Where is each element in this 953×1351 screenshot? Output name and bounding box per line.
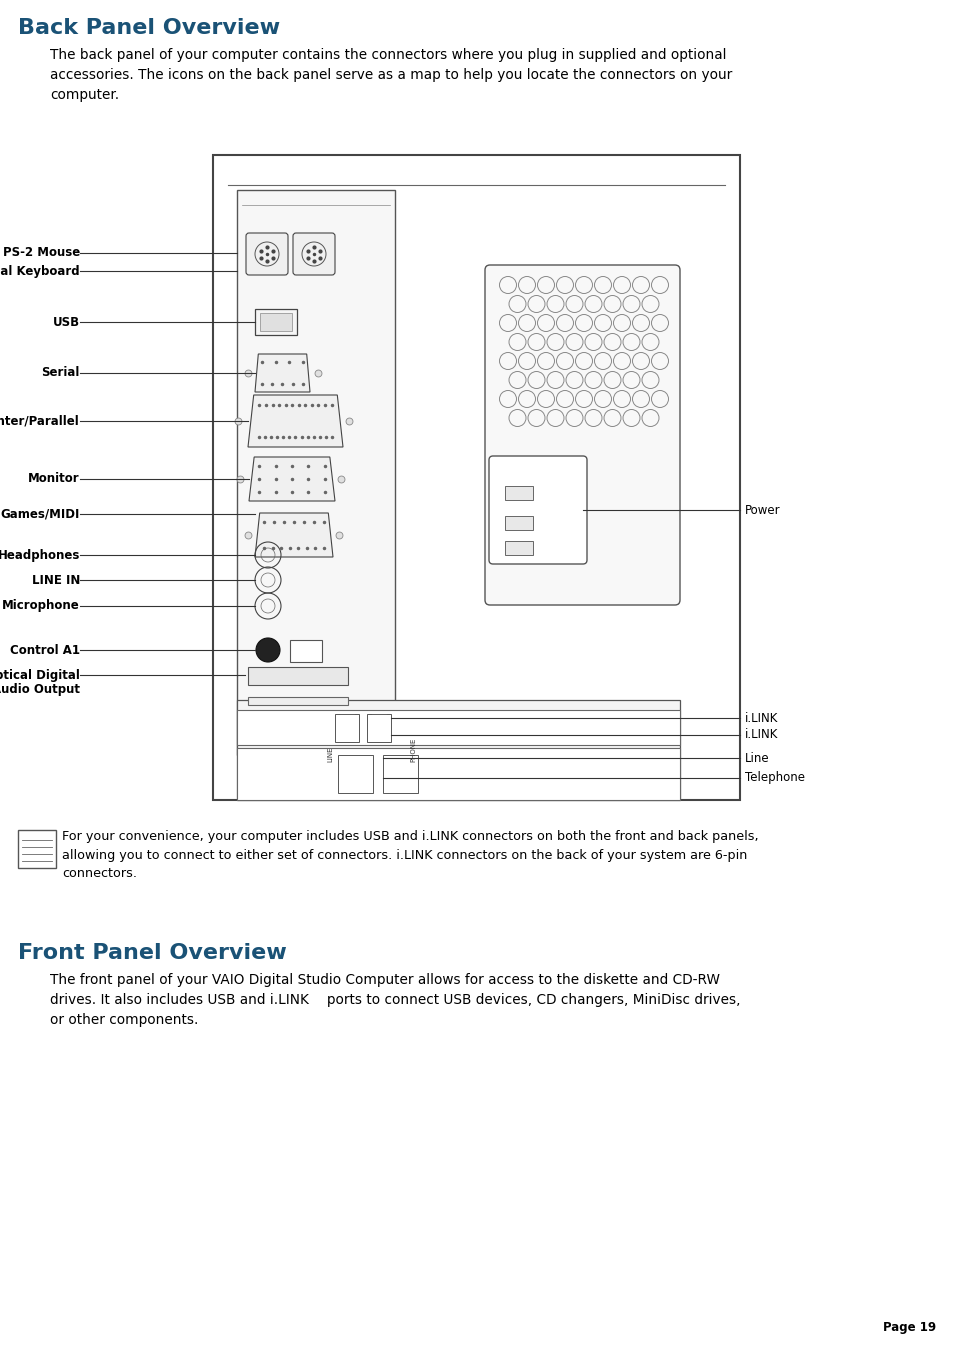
Text: Optional Keyboard: Optional Keyboard — [0, 265, 80, 277]
Text: Back Panel Overview: Back Panel Overview — [18, 18, 280, 38]
Text: PHONE: PHONE — [410, 738, 416, 762]
Text: Headphones: Headphones — [0, 549, 80, 562]
Bar — [248, 697, 348, 705]
Text: i.LINK: i.LINK — [744, 712, 778, 724]
Bar — [337, 755, 373, 793]
Text: Page 19: Page 19 — [882, 1321, 935, 1333]
Text: PS-2 Mouse: PS-2 Mouse — [3, 246, 80, 259]
Bar — [382, 755, 417, 793]
Polygon shape — [254, 354, 310, 392]
Bar — [236, 711, 679, 744]
Polygon shape — [248, 394, 343, 447]
Text: Monitor: Monitor — [29, 473, 80, 485]
Bar — [213, 155, 740, 800]
Bar — [236, 700, 679, 800]
Bar — [504, 516, 533, 530]
Text: Line: Line — [744, 751, 769, 765]
Polygon shape — [249, 457, 335, 501]
Bar — [290, 640, 322, 662]
Bar — [260, 313, 292, 331]
Bar — [236, 748, 679, 800]
Circle shape — [255, 638, 280, 662]
FancyBboxPatch shape — [246, 232, 288, 276]
Text: Games/MIDI: Games/MIDI — [1, 508, 80, 520]
Text: Microphone: Microphone — [2, 600, 80, 612]
Bar — [254, 309, 296, 335]
Text: For your convenience, your computer includes USB and i.LINK connectors on both t: For your convenience, your computer incl… — [62, 830, 758, 880]
Text: Control A1: Control A1 — [10, 643, 80, 657]
Text: LINE: LINE — [327, 747, 333, 762]
Text: Audio Output: Audio Output — [0, 682, 80, 696]
Text: Front Panel Overview: Front Panel Overview — [18, 943, 287, 963]
Text: Optical Digital: Optical Digital — [0, 669, 80, 681]
FancyBboxPatch shape — [484, 265, 679, 605]
Text: Power: Power — [744, 504, 780, 516]
Bar — [504, 486, 533, 500]
Text: LINE IN: LINE IN — [31, 574, 80, 586]
Text: The back panel of your computer contains the connectors where you plug in suppli: The back panel of your computer contains… — [50, 49, 732, 103]
FancyBboxPatch shape — [489, 457, 586, 563]
Bar — [335, 713, 358, 742]
Text: USB: USB — [52, 316, 80, 328]
Polygon shape — [254, 513, 333, 557]
Bar — [236, 190, 395, 755]
FancyBboxPatch shape — [293, 232, 335, 276]
Text: i.LINK: i.LINK — [744, 728, 778, 742]
Text: Telephone: Telephone — [744, 771, 804, 785]
Text: Serial: Serial — [42, 366, 80, 380]
Text: The front panel of your VAIO Digital Studio Computer allows for access to the di: The front panel of your VAIO Digital Stu… — [50, 973, 740, 1027]
Bar — [367, 713, 391, 742]
Bar — [504, 540, 533, 555]
Text: Printer/Parallel: Printer/Parallel — [0, 415, 80, 427]
Bar — [18, 830, 56, 867]
Bar — [248, 667, 348, 685]
